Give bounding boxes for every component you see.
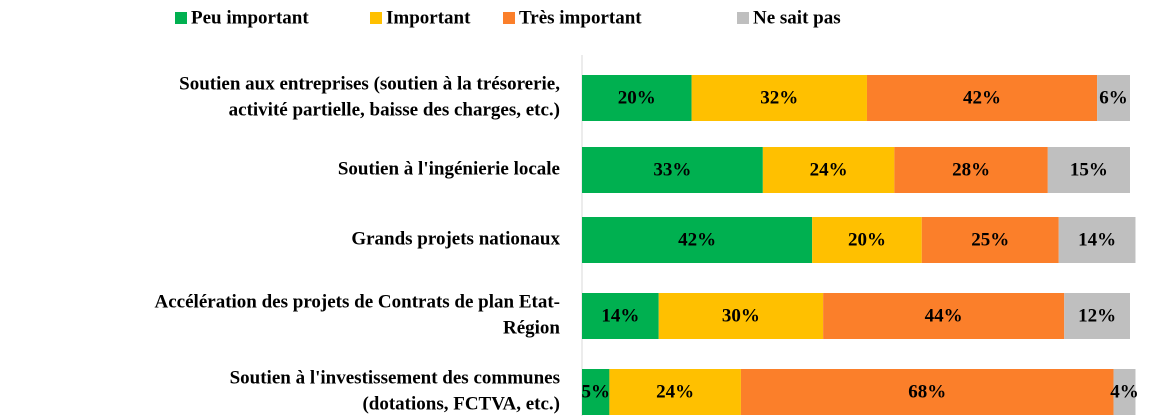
data-label: 20%	[618, 87, 656, 108]
bar-segment	[812, 217, 922, 263]
bar-segment	[582, 369, 610, 415]
category-label: Accélération des projets de Contrats de …	[155, 291, 560, 312]
data-label: 12%	[1078, 305, 1116, 326]
bar-segment	[691, 75, 867, 121]
bar-segment	[1097, 75, 1130, 121]
data-label: 14%	[1078, 229, 1116, 250]
bar-segment	[1113, 369, 1136, 415]
data-label: 20%	[848, 229, 886, 250]
category-label: Soutien à l'ingénierie locale	[338, 158, 560, 179]
data-label: 4%	[1110, 381, 1139, 402]
data-label: 30%	[722, 305, 760, 326]
data-label: 44%	[925, 305, 963, 326]
data-label: 42%	[963, 87, 1001, 108]
bar-segment	[1047, 147, 1130, 193]
bar-segment	[658, 293, 824, 339]
category-label: Soutien aux entreprises (soutien à la tr…	[179, 73, 560, 94]
data-label: 24%	[810, 159, 848, 180]
bar-segment	[1064, 293, 1130, 339]
data-label: 42%	[678, 229, 716, 250]
legend-label: Peu important	[191, 7, 309, 28]
data-label: 14%	[601, 305, 639, 326]
bar-segment	[894, 147, 1048, 193]
data-label: 68%	[908, 381, 946, 402]
category-label: Soutien à l'investissement des communes	[230, 367, 560, 388]
bar-segment	[921, 217, 1059, 263]
category-label: Région	[503, 317, 560, 338]
bar-segment	[609, 369, 741, 415]
bar-segment	[582, 147, 763, 193]
bar-segment	[762, 147, 895, 193]
data-label: 25%	[971, 229, 1009, 250]
legend-label: Important	[386, 7, 471, 28]
bar-segment	[582, 217, 813, 263]
data-label: 28%	[952, 159, 990, 180]
bar-segment	[582, 293, 659, 339]
data-label: 33%	[653, 159, 691, 180]
bar-segment	[866, 75, 1098, 121]
data-label: 5%	[581, 381, 610, 402]
bar-segment	[823, 293, 1065, 339]
bar-segment	[1058, 217, 1136, 263]
legend-label: Ne sait pas	[753, 7, 841, 28]
data-label: 24%	[656, 381, 694, 402]
data-label: 6%	[1099, 87, 1128, 108]
bar-segment	[740, 369, 1114, 415]
data-label: 15%	[1070, 159, 1108, 180]
legend-swatch	[370, 12, 382, 24]
category-label: (dotations, FCTVA, etc.)	[362, 393, 560, 414]
category-label: activité partielle, baisse des charges, …	[229, 99, 560, 120]
legend-swatch	[737, 12, 749, 24]
legend-swatch	[503, 12, 515, 24]
bar-segment	[582, 75, 692, 121]
legend-label: Très important	[519, 7, 642, 28]
data-label: 32%	[760, 87, 798, 108]
category-label: Grands projets nationaux	[351, 228, 560, 249]
legend-swatch	[175, 12, 187, 24]
